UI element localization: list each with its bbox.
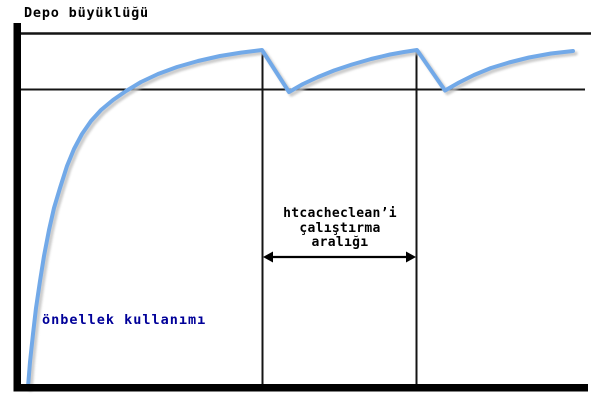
cache-usage-label: önbellek kullanımı xyxy=(42,312,207,328)
interval-arrow-right-head xyxy=(406,251,416,263)
interval-annotation-line-3: aralığı xyxy=(311,235,369,250)
interval-annotation-line-1: htcacheclean’i xyxy=(283,206,397,221)
interval-annotation: htcacheclean’i çalıştırma aralığı xyxy=(262,206,418,251)
y-axis xyxy=(13,23,21,392)
x-axis xyxy=(13,384,588,392)
y-axis-title: Depo büyüklüğü xyxy=(24,5,149,21)
interval-annotation-line-2: çalıştırma xyxy=(299,220,381,236)
cache-usage-curve-shadow xyxy=(28,50,578,392)
interval-arrow-left-head xyxy=(263,251,273,263)
cache-usage-curve xyxy=(26,48,575,389)
